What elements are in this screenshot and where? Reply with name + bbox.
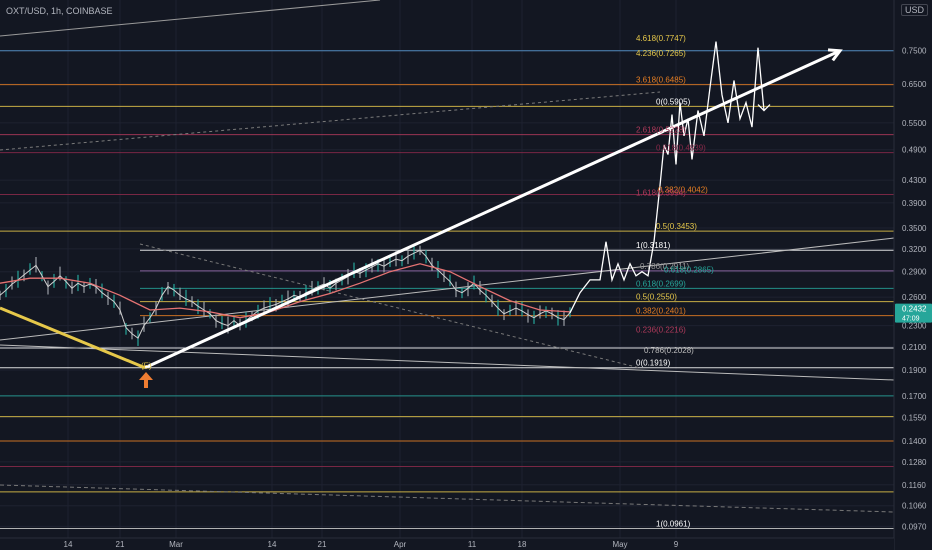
fib-upper-label-0: 4.618(0.7747) xyxy=(636,34,686,43)
markers: (E) xyxy=(139,362,153,388)
time-tick-9: 9 xyxy=(674,540,679,549)
fib-lower-label-2: 0.618(0.2699) xyxy=(636,279,686,288)
trendline-arrowhead xyxy=(827,48,843,62)
price-axis[interactable]: 0.7500 0.6500 0.5500 0.4900 0.4300 0.3900 0.35… xyxy=(893,0,932,550)
fib-lower-label-4: 0.382(0.2401) xyxy=(636,307,686,316)
time-tick-3: 14 xyxy=(268,540,277,549)
price-tick-7: 0.3200 xyxy=(902,245,927,254)
price-tick-14: 0.1550 xyxy=(902,413,927,422)
price-tick-2: 0.5500 xyxy=(902,119,927,128)
fibonacci-labels: 4.618(0.7747) 4.236(0.7265) 3.618(0.6485) 0… xyxy=(636,34,714,528)
time-tick-1: 21 xyxy=(116,540,125,549)
time-tick-0: 14 xyxy=(64,540,73,549)
diagonal-line-2 xyxy=(0,237,895,341)
horizontal-levels xyxy=(0,50,894,530)
fib-lower-label-7: 0(0.1919) xyxy=(636,359,671,368)
up-arrow-icon xyxy=(139,372,153,388)
time-tick-7: 18 xyxy=(518,540,527,549)
fib-upper-label-1: 4.236(0.7265) xyxy=(636,49,686,58)
price-tick-15: 0.1400 xyxy=(902,437,927,446)
price-tick-4: 0.4300 xyxy=(902,176,927,185)
diagonal-line-5 xyxy=(0,484,895,513)
fib-upper-label-7: 1.618(0.3994) xyxy=(636,188,686,197)
price-tick-5: 0.3900 xyxy=(902,199,927,208)
fib-lower-label-6: 0.786(0.2028) xyxy=(644,346,694,355)
swing-marker-label: (E) xyxy=(141,362,152,371)
fib-upper-label-6: 0.382(0.4042) xyxy=(658,185,708,194)
time-tick-6: 11 xyxy=(468,540,477,549)
currency-badge[interactable]: USD xyxy=(900,4,928,16)
price-axis-background xyxy=(894,0,932,550)
fib-upper-label-9: 1(0.3181) xyxy=(636,241,671,250)
price-tick-12: 0.1900 xyxy=(902,366,927,375)
diagonal-lines xyxy=(0,0,895,513)
fib-upper-label-8: 0.5(0.3453) xyxy=(656,222,697,231)
time-axis-background xyxy=(0,538,894,550)
current-price-value: 0.2432 xyxy=(902,305,927,314)
price-tick-9: 0.2600 xyxy=(902,293,927,302)
fib-upper-label-2: 3.618(0.6485) xyxy=(636,76,686,85)
price-tick-13: 0.1700 xyxy=(902,392,927,401)
series-layer xyxy=(0,41,843,370)
diagonal-line-0 xyxy=(0,0,381,37)
rising-trendline xyxy=(144,49,841,370)
time-tick-4: 21 xyxy=(318,540,327,549)
current-price-countdown: 47:09 xyxy=(902,316,920,323)
fib-lower-label-1: 0.618(0.2865) xyxy=(664,266,714,275)
price-tick-18: 0.1060 xyxy=(902,502,927,511)
price-tick-19: 0.0970 xyxy=(902,522,927,531)
price-tick-0: 0.7500 xyxy=(902,47,927,56)
current-price-badge xyxy=(895,303,932,323)
price-tick-11: 0.2100 xyxy=(902,343,927,352)
time-tick-8: May xyxy=(612,540,627,549)
symbol-title: OXT/USD, 1h, COINBASE xyxy=(6,6,113,16)
fib-upper-label-4: 2.618(0.5228) xyxy=(636,126,686,135)
fib-upper-label-3: 0(0.5905) xyxy=(656,97,691,106)
projection-end-arrow xyxy=(757,104,771,112)
time-tick-2: Mar xyxy=(169,540,183,549)
diagonal-line-4 xyxy=(139,243,641,369)
price-tick-16: 0.1280 xyxy=(902,458,927,467)
moving-average-line xyxy=(0,263,571,319)
fib-upper-label-5: 0.618(0.4839) xyxy=(656,144,706,153)
diagonal-line-3 xyxy=(0,344,895,381)
fib-lower-label-3: 0.5(0.2550) xyxy=(636,293,677,302)
price-tick-1: 0.6500 xyxy=(902,80,927,89)
time-tick-5: Apr xyxy=(394,540,407,549)
fib-lower-label-5: 0.236(0.2216) xyxy=(636,325,686,334)
price-tick-17: 0.1160 xyxy=(902,481,926,490)
fib-bottom-label: 1(0.0961) xyxy=(656,520,691,529)
price-tick-3: 0.4900 xyxy=(902,146,927,155)
price-tick-8: 0.2900 xyxy=(902,268,927,277)
diagonal-line-1 xyxy=(0,91,661,151)
price-tick-6: 0.3500 xyxy=(902,224,927,233)
yellow-trendline xyxy=(0,306,146,370)
chart-grid xyxy=(0,0,894,538)
fib-lower-label-0: 0.786(0.2911) xyxy=(640,262,690,271)
price-tick-10: 0.2300 xyxy=(902,322,927,331)
time-axis[interactable]: 14 21 Mar 14 21 Apr 11 18 May 9 xyxy=(0,537,894,550)
